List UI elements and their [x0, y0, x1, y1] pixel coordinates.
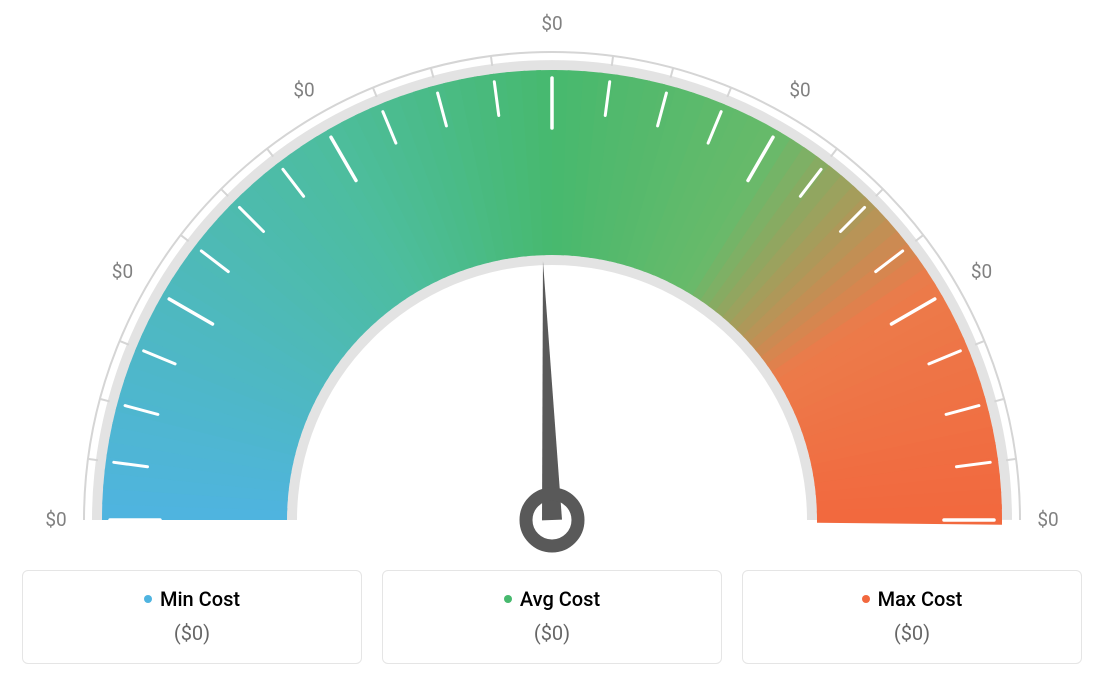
legend-value-max: ($0): [753, 621, 1071, 645]
gauge-chart: $0 $0 $0 $0 $0 $0 $0: [0, 0, 1104, 560]
legend-label-max: Max Cost: [878, 587, 963, 611]
legend-label-min: Min Cost: [160, 587, 240, 611]
legend-card-max: Max Cost ($0): [742, 570, 1082, 664]
svg-text:$0: $0: [45, 508, 66, 531]
legend-label-avg: Avg Cost: [520, 587, 600, 611]
svg-text:$0: $0: [1037, 508, 1058, 531]
legend-dot-avg: [504, 595, 512, 603]
svg-text:$0: $0: [112, 260, 133, 283]
svg-text:$0: $0: [541, 12, 562, 35]
legend-dot-min: [144, 595, 152, 603]
svg-text:$0: $0: [789, 78, 810, 101]
legend-row: Min Cost ($0) Avg Cost ($0) Max Cost ($0…: [0, 570, 1104, 664]
svg-text:$0: $0: [971, 260, 992, 283]
legend-value-avg: ($0): [393, 621, 711, 645]
legend-card-avg: Avg Cost ($0): [382, 570, 722, 664]
gauge-container: $0 $0 $0 $0 $0 $0 $0: [0, 0, 1104, 560]
legend-dot-max: [862, 595, 870, 603]
legend-card-min: Min Cost ($0): [22, 570, 362, 664]
legend-value-min: ($0): [33, 621, 351, 645]
svg-text:$0: $0: [293, 78, 314, 101]
